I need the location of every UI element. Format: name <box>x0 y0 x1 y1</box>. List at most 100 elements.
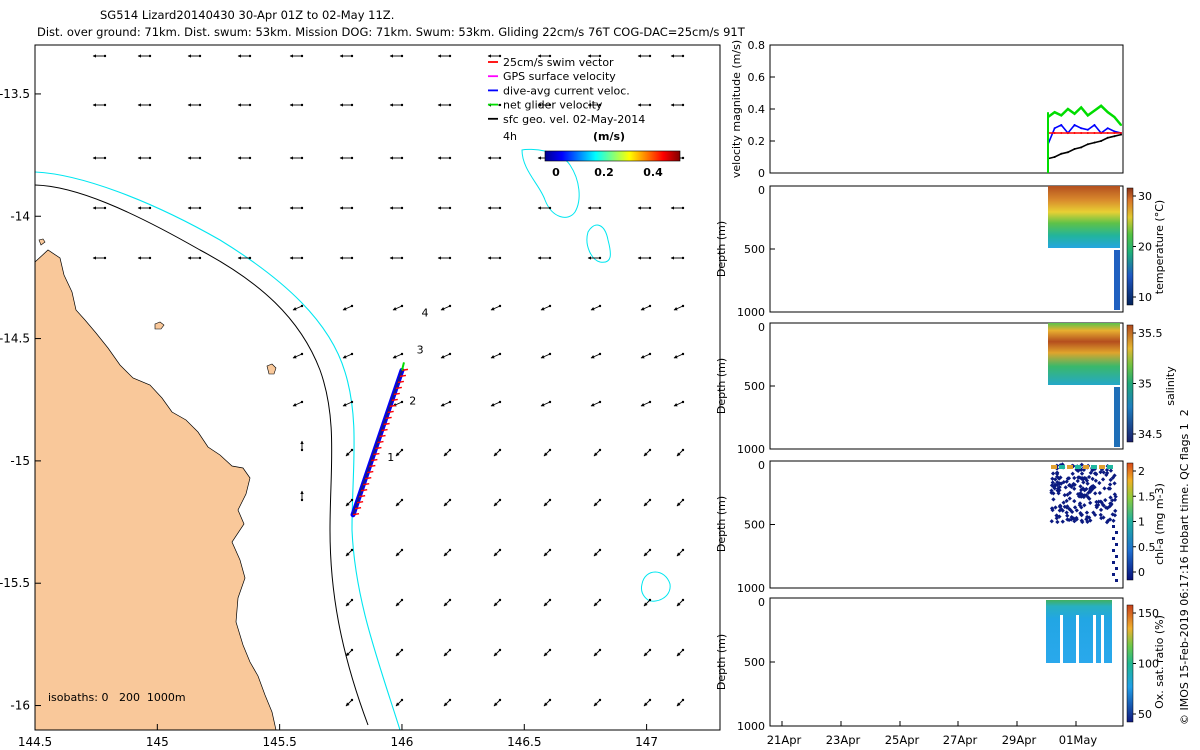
vector-origin <box>400 156 404 160</box>
net-glider-velocity <box>400 362 405 371</box>
chla-sample <box>1094 503 1099 508</box>
vector-origin <box>400 448 404 452</box>
chla-sample <box>1057 508 1062 513</box>
chla-sample <box>1050 476 1055 481</box>
velocity-series-point <box>1060 132 1063 134</box>
colorbar-tick-label: 2 <box>1138 465 1145 478</box>
depth-ytick-label: 1000 <box>737 443 765 456</box>
chla-sample <box>1100 477 1106 482</box>
chla-deep-sample <box>1115 567 1118 570</box>
chla-sample <box>1063 485 1068 490</box>
vector-origin <box>448 400 452 404</box>
chla-deep-sample <box>1115 531 1118 534</box>
swim-vector <box>381 428 388 432</box>
vector-origin <box>681 206 685 210</box>
velocity-series-point <box>1086 128 1089 131</box>
swim-vector <box>379 434 386 438</box>
temperature-ylabel: Depth (m) <box>715 221 728 277</box>
chla-sample <box>1067 496 1072 501</box>
velocity-series-point <box>1100 132 1103 134</box>
vector-origin <box>448 352 452 356</box>
current-vector <box>490 305 501 311</box>
depth-ytick-label: 1000 <box>737 582 765 595</box>
chla-sample <box>1080 476 1085 482</box>
track-day-label: 1 <box>387 451 394 464</box>
current-vector <box>543 449 551 457</box>
current-vector <box>676 699 684 707</box>
current-vector <box>443 549 451 557</box>
vector-origin <box>498 206 502 210</box>
chla-sample <box>1112 481 1117 486</box>
chla-sample <box>1097 490 1102 496</box>
swim-vector <box>371 458 378 462</box>
depth-ytick-label: 1000 <box>737 306 765 319</box>
velocity-series-point <box>1106 132 1109 134</box>
vector-origin <box>148 156 152 160</box>
chla-sample <box>1061 500 1066 505</box>
velocity-series-point <box>1066 151 1069 154</box>
current-vector <box>440 353 451 359</box>
velocity-series-point <box>1060 152 1063 155</box>
vector-origin <box>400 352 404 356</box>
chla-sample <box>1051 491 1056 496</box>
map-xtick-label: 146.5 <box>507 735 541 749</box>
vector-origin <box>681 400 685 404</box>
current-vector <box>395 599 403 607</box>
velocity-series-point <box>1120 133 1122 136</box>
chla-sample <box>1049 488 1054 493</box>
chla-deep-sample <box>1112 573 1115 576</box>
time-tick-label: 29Apr <box>1002 733 1037 747</box>
current-vector <box>443 449 451 457</box>
current-vector <box>395 449 403 457</box>
vector-origin <box>498 648 502 652</box>
velocity-series-point <box>1053 127 1056 130</box>
salinity-clabel: salinity <box>1164 366 1177 406</box>
vector-origin <box>350 103 354 107</box>
track-day-label: 4 <box>422 307 429 320</box>
colorbar-tick-label: 50 <box>1138 708 1152 721</box>
vector-origin <box>448 304 452 308</box>
vector-origin <box>681 304 685 308</box>
chla-sample <box>1067 490 1073 495</box>
vector-origin <box>350 54 354 58</box>
current-vector <box>342 305 353 311</box>
velocity-ytick-label: 0 <box>758 167 765 180</box>
current-vector <box>540 305 551 311</box>
vector-origin <box>498 103 502 107</box>
current-vector <box>593 499 601 507</box>
velocity-series-point <box>1100 104 1103 107</box>
chla-clabel: chl-a (mg m-3) <box>1153 483 1166 565</box>
chla-sample <box>1098 470 1103 475</box>
current-vector <box>443 499 451 507</box>
current-vector <box>643 449 651 457</box>
vector-origin <box>448 548 452 552</box>
vector-origin <box>448 598 452 602</box>
velocity-series-point <box>1113 130 1116 133</box>
chla-sample <box>1085 481 1090 486</box>
colorbar-tick-label: 150 <box>1138 607 1159 620</box>
current-vector <box>490 401 501 407</box>
velocity-series-point <box>1113 116 1116 118</box>
depth-ytick-label: 0 <box>758 184 765 197</box>
chla-sample <box>1080 519 1085 525</box>
reef-island-2 <box>266 363 277 375</box>
legend-label: sfc geo. vel. 02-May-2014 <box>503 113 645 126</box>
vector-origin <box>198 103 202 107</box>
vector-origin <box>598 548 602 552</box>
swim-vector <box>397 380 405 384</box>
chla-sample <box>1051 497 1056 502</box>
velocity-series-point <box>1053 156 1056 158</box>
current-vector <box>640 305 651 311</box>
vector-origin <box>400 548 404 552</box>
vector-origin <box>548 648 552 652</box>
vector-origin <box>350 548 354 552</box>
vector-origin <box>648 206 652 210</box>
velocity-series-line <box>1047 123 1122 145</box>
velocity-series-point <box>1086 132 1089 134</box>
velocity-ytick-label: 0.4 <box>748 103 766 116</box>
chla-colorbar <box>1126 462 1134 581</box>
vector-origin <box>548 698 552 702</box>
vector-origin <box>681 598 685 602</box>
salinity-deep-column <box>1114 387 1120 447</box>
chla-sample <box>1059 481 1064 486</box>
